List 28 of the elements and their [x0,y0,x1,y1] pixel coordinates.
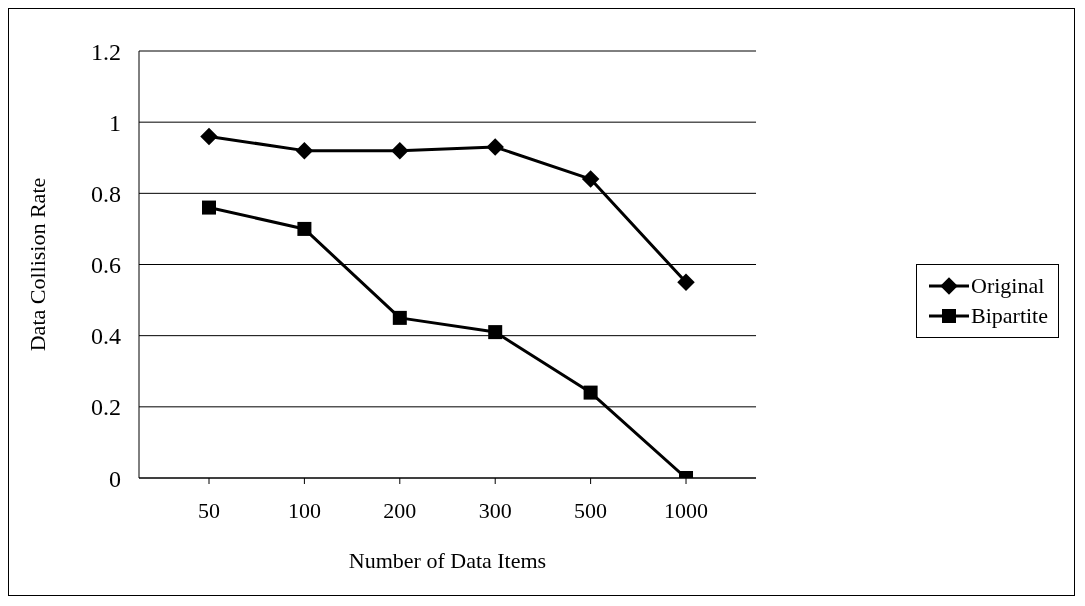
y-tick-label: 0.2 [91,394,121,421]
x-tick-label: 200 [383,497,417,523]
y-tick-label: 0.4 [91,323,121,350]
y-tick-label: 0 [109,465,121,492]
point [486,138,504,156]
x-tick-label: 300 [478,497,512,523]
y-tick-label: 0.6 [91,252,121,279]
x-tick-label: 100 [287,497,321,523]
x-tick-label: 50 [198,497,220,523]
x-tick-label: 500 [574,497,608,523]
x-tick-label: 1000 [664,497,709,523]
x-axis-title: Number of Data Items [348,548,547,573]
y-tick-label: 0.8 [91,180,121,207]
y-tick-label: 1 [109,109,121,136]
y-tick-label: 1.2 [91,38,121,65]
point [392,310,407,325]
point [297,221,312,236]
point [583,385,598,400]
point [202,200,216,215]
point [295,141,314,160]
point [677,273,695,292]
point [391,141,409,160]
legend-label: Original [971,273,1045,299]
point [488,325,503,340]
y-axis-title: Data Collision Rate [24,177,50,352]
legend-label: Bipartite [971,303,1048,329]
point [200,127,218,146]
point [581,170,600,188]
